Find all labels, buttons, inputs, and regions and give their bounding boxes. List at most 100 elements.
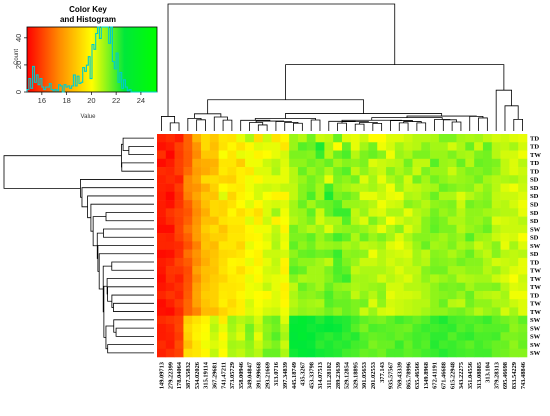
heatmap-cell	[306, 266, 316, 275]
heatmap-cell	[262, 200, 272, 209]
heatmap-cell	[333, 216, 343, 226]
heatmap-cell	[456, 175, 466, 184]
heatmap-cell	[474, 274, 484, 283]
heatmap-cell	[456, 307, 466, 316]
heatmap-cell	[500, 134, 510, 143]
heatmap-cell	[412, 216, 422, 226]
heatmap-cell	[192, 290, 202, 300]
heatmap-cell	[350, 224, 360, 234]
heatmap-cell	[412, 167, 422, 176]
heatmap-cell	[350, 348, 360, 358]
heatmap-cell	[359, 241, 369, 250]
heatmap-cell	[333, 208, 343, 217]
heatmap-cell	[421, 150, 431, 160]
heatmap-cell	[174, 299, 184, 308]
heatmap-cell	[421, 216, 431, 226]
heatmap-cell	[201, 282, 211, 292]
heatmap-cell	[183, 208, 193, 217]
heatmap-cell	[157, 191, 167, 201]
heatmap-cell	[465, 224, 475, 234]
heatmap-cell	[456, 233, 466, 242]
heatmap-cell	[438, 266, 449, 275]
heatmap-cell	[209, 257, 219, 267]
heatmap-cell	[209, 323, 219, 333]
heatmap-cell	[315, 200, 325, 209]
heatmap-cell	[236, 266, 246, 275]
heatmap-cell	[165, 266, 175, 275]
heatmap-cell	[333, 332, 343, 341]
heatmap-cell	[350, 332, 360, 341]
heatmap-cell	[297, 191, 308, 201]
heatmap-cell	[342, 158, 352, 168]
heatmap-cell	[297, 274, 308, 283]
column-label: 1349.8968	[423, 362, 430, 389]
heatmap-cell	[324, 224, 334, 234]
heatmap-cell	[403, 233, 413, 242]
heatmap-cell	[465, 249, 475, 259]
heatmap-cell	[209, 167, 219, 176]
heatmap-cell	[518, 315, 528, 325]
heatmap-cell	[183, 323, 193, 333]
heatmap-cell	[262, 323, 272, 333]
heatmap-cell	[430, 241, 440, 250]
heatmap-cell	[368, 183, 378, 193]
heatmap-cell	[253, 134, 264, 143]
heatmap-cell	[421, 340, 431, 350]
column-labels: 149.09713 279.22399 178.04064 387.35832 534.…	[159, 361, 527, 389]
heatmap-cell	[491, 315, 501, 325]
heatmap-cell	[386, 142, 396, 151]
row-labels: TDTDTWTDTDSDSDSDSDSDSDSWSDSWSDTDTWTWTWTD…	[530, 135, 541, 357]
row-label: SD	[530, 193, 539, 200]
heatmap-cell	[447, 307, 457, 316]
heatmap-cell	[500, 183, 510, 193]
heatmap-cell	[447, 282, 457, 292]
row-label: TW	[530, 301, 541, 308]
heatmap-cell	[192, 200, 202, 209]
heatmap-cell	[359, 233, 369, 242]
heatmap-cell	[456, 290, 466, 300]
heatmap-cell	[201, 332, 211, 341]
heatmap-cell	[157, 290, 167, 300]
heatmap-cell	[157, 266, 167, 275]
heatmap-cell	[218, 208, 228, 217]
heatmap-cell	[368, 167, 378, 176]
heatmap-cell	[183, 348, 193, 358]
heatmap-cell	[289, 332, 299, 341]
heatmap-cell	[315, 142, 325, 151]
heatmap-cell	[218, 299, 228, 308]
heatmap-cell	[421, 274, 431, 283]
row-label: SW	[530, 325, 541, 332]
heatmap-cell	[465, 150, 475, 160]
heatmap-cell	[342, 224, 352, 234]
heatmap-cell	[271, 315, 281, 325]
heatmap-cell	[306, 167, 316, 176]
row-dendrogram-branch	[105, 212, 154, 222]
heatmap-cell	[359, 332, 369, 341]
row-dendrogram-branch	[87, 195, 154, 219]
heatmap-cell	[359, 200, 369, 209]
heatmap-cell	[289, 134, 299, 143]
heatmap-cell	[394, 167, 404, 176]
heatmap-cell	[253, 249, 264, 259]
heatmap-cell	[438, 241, 449, 250]
heatmap-cell	[157, 282, 167, 292]
heatmap-cell	[201, 208, 211, 217]
heatmap-cell	[518, 257, 528, 267]
row-dendrogram-branch	[105, 325, 114, 350]
heatmap-cell	[359, 134, 369, 143]
heatmap-cell	[447, 175, 457, 184]
heatmap-cell	[333, 167, 343, 176]
heatmap-cell	[315, 216, 325, 226]
heatmap-cell	[350, 191, 360, 201]
heatmap-cell	[403, 282, 413, 292]
heatmap-cell	[456, 158, 466, 168]
heatmap-cell	[324, 290, 334, 300]
heatmap-cell	[306, 315, 316, 325]
heatmap-cell	[271, 183, 281, 193]
heatmap-cell	[183, 200, 193, 209]
heatmap-cell	[157, 150, 167, 160]
heatmap-cell	[218, 332, 228, 341]
heatmap-cell	[209, 183, 219, 193]
heatmap-cell	[324, 216, 334, 226]
heatmap-cell	[245, 282, 255, 292]
